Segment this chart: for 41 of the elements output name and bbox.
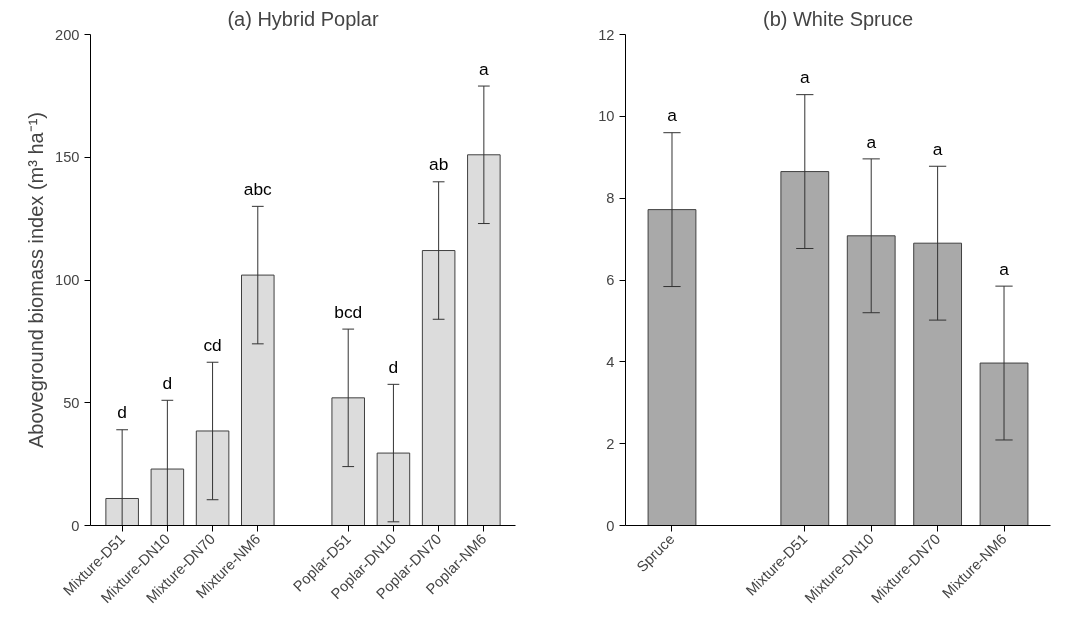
y-tick-label: 100 — [55, 272, 80, 288]
y-tick-label: 12 — [598, 26, 615, 43]
y-tick-label: 6 — [606, 272, 615, 288]
chart-title: (a) Hybrid Poplar — [227, 7, 379, 30]
bar — [780, 171, 830, 526]
bar — [846, 235, 896, 526]
bar — [421, 250, 456, 526]
bar — [150, 468, 185, 526]
y-tick-label: 2 — [606, 435, 615, 452]
annotation: bcd — [334, 301, 363, 322]
bar — [647, 209, 697, 526]
annotation: a — [799, 67, 810, 88]
bar — [105, 497, 139, 526]
y-tick-label: 8 — [606, 190, 615, 207]
bar — [331, 397, 365, 526]
y-tick-label: 10 — [598, 108, 615, 125]
annotation: a — [479, 58, 490, 79]
annotation: d — [388, 356, 399, 377]
y-tick-label: 0 — [606, 517, 615, 534]
bar — [376, 452, 411, 526]
annotation: abc — [243, 178, 273, 199]
annotation: d — [117, 402, 127, 423]
y-tick-label: 150 — [55, 149, 80, 166]
y-tick-label: 4 — [606, 353, 615, 370]
y-tick-label: 50 — [63, 394, 80, 411]
bar — [195, 430, 230, 526]
annotation: a — [999, 258, 1010, 279]
annotation: a — [866, 131, 877, 152]
y-tick-label: 200 — [55, 26, 80, 43]
annotation: ab — [429, 154, 449, 175]
annotation: d — [162, 372, 173, 393]
annotation: a — [932, 138, 943, 159]
bar — [467, 154, 501, 526]
bar — [913, 242, 963, 526]
y-tick-label: 0 — [71, 517, 80, 534]
annotation: cd — [203, 334, 222, 355]
bar — [241, 274, 275, 526]
bar — [979, 362, 1029, 526]
y-axis-title: Aboveground biomass index (m³ ha⁻¹) — [25, 111, 48, 449]
chart-title: (b) White Spruce — [762, 7, 914, 30]
annotation: a — [667, 105, 678, 126]
